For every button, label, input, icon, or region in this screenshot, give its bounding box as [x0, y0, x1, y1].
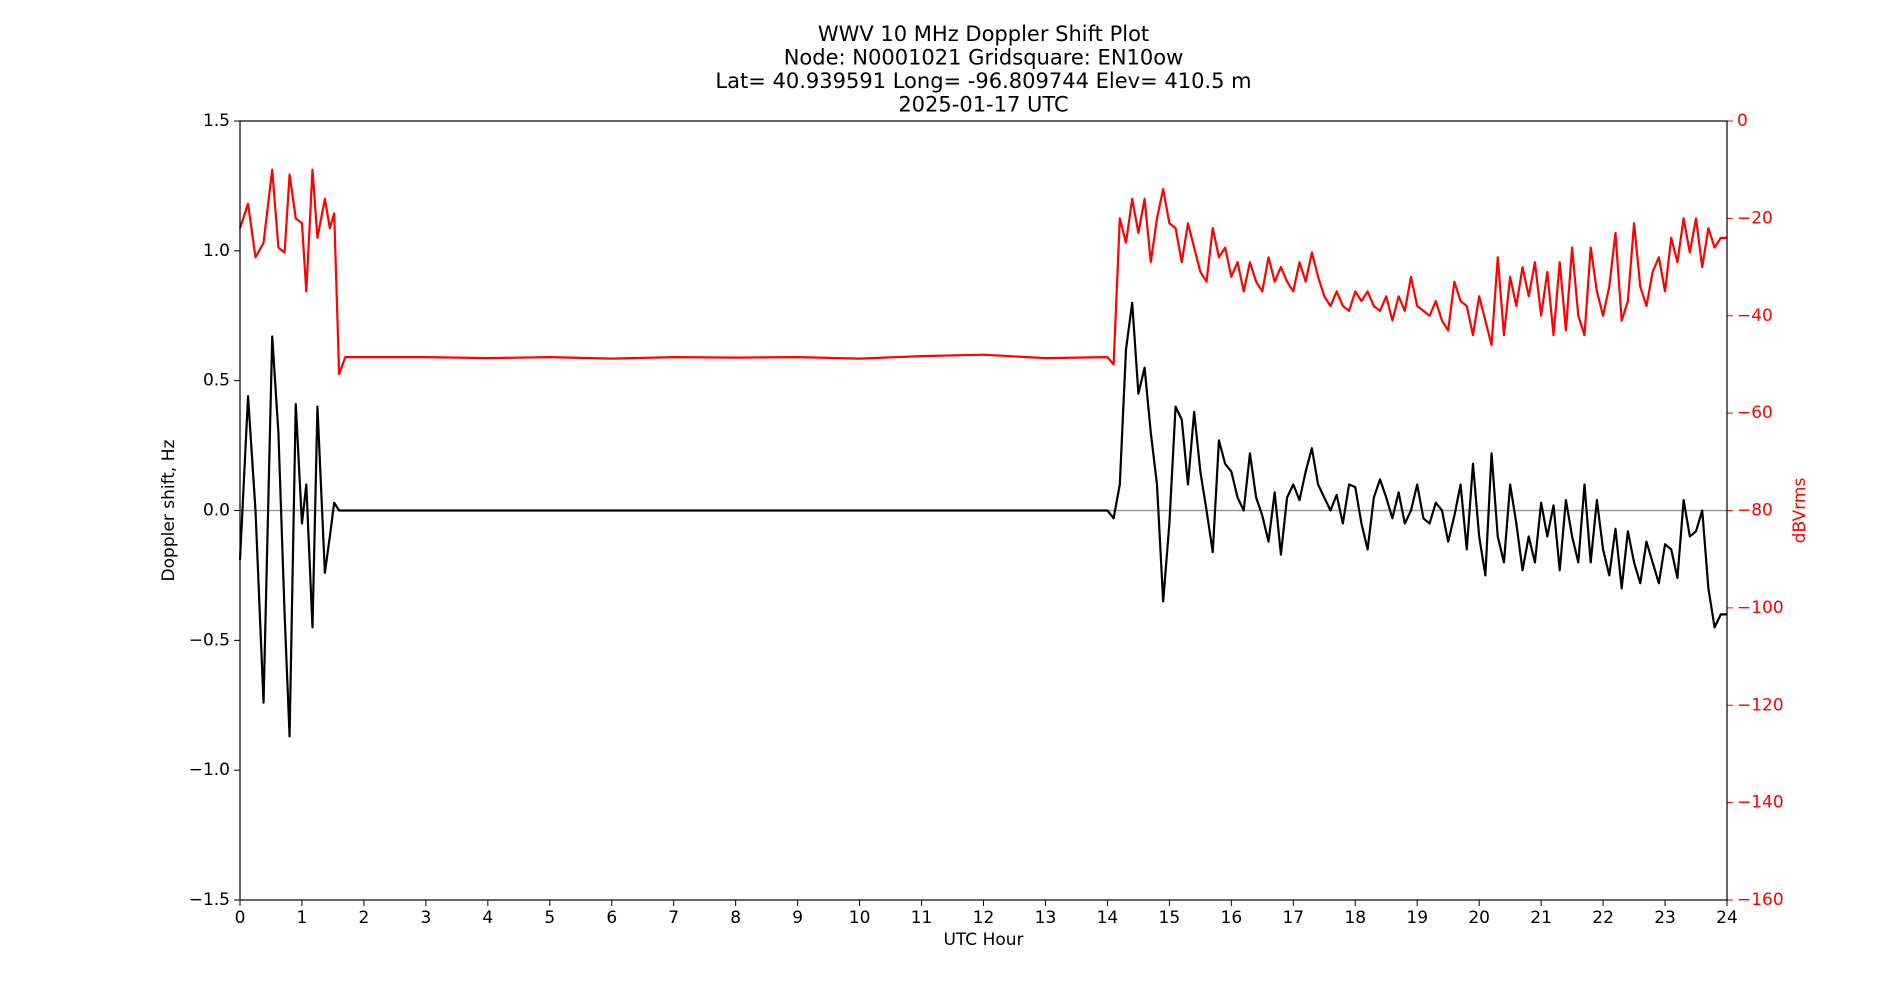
y2-tick-label: −160 [1737, 890, 1784, 910]
y2-tick-label: −60 [1737, 403, 1773, 423]
y-tick-label: −1.5 [189, 890, 230, 910]
x-tick-label: 22 [1592, 908, 1614, 928]
x-tick-label: 0 [235, 908, 246, 928]
x-tick-label: 13 [1035, 908, 1057, 928]
x-tick-label: 7 [668, 908, 679, 928]
x-tick-label: 2 [359, 908, 370, 928]
x-tick-label: 17 [1282, 908, 1304, 928]
chart-title: Lat= 40.939591 Long= -96.809744 Elev= 41… [715, 69, 1251, 93]
x-tick-label: 18 [1344, 908, 1366, 928]
series-line [238, 168, 1727, 376]
y-tick-label: 0.0 [203, 501, 230, 521]
y2-tick-label: −120 [1737, 695, 1784, 715]
y2-tick-label: −40 [1737, 306, 1773, 326]
x-tick-label: 9 [792, 908, 803, 928]
chart-title: WWV 10 MHz Doppler Shift Plot [818, 22, 1149, 46]
x-tick-label: 6 [606, 908, 617, 928]
y2-tick-label: 0 [1737, 111, 1748, 131]
x-tick-label: 20 [1468, 908, 1490, 928]
plot-frame [239, 120, 1728, 901]
y2-tick-label: −20 [1737, 208, 1773, 228]
x-tick-label: 14 [1097, 908, 1119, 928]
x-tick-label: 1 [297, 908, 308, 928]
x-tick-label: 12 [973, 908, 995, 928]
x-tick-label: 23 [1654, 908, 1676, 928]
x-axis-label: UTC Hour [943, 930, 1023, 950]
y2-tick-label: −100 [1737, 598, 1784, 618]
chart-title: 2025-01-17 UTC [898, 93, 1068, 117]
series-line [238, 301, 1727, 738]
y2-axis-label: dBVrms [1790, 478, 1810, 544]
y-tick-label: 1.5 [203, 111, 230, 131]
x-tick-label: 8 [730, 908, 741, 928]
x-tick-label: 15 [1159, 908, 1181, 928]
x-tick-label: 10 [849, 908, 871, 928]
y-tick-label: −1.0 [189, 760, 230, 780]
x-tick-label: 16 [1221, 908, 1243, 928]
x-tick-label: 19 [1406, 908, 1428, 928]
chart-title: Node: N0001021 Gridsquare: EN10ow [784, 46, 1184, 70]
y-tick-label: 0.5 [203, 371, 230, 391]
y-tick-label: 1.0 [203, 241, 230, 261]
y2-tick-label: −80 [1737, 501, 1773, 521]
x-tick-label: 5 [544, 908, 555, 928]
x-tick-label: 4 [482, 908, 493, 928]
x-tick-label: 3 [420, 908, 431, 928]
y2-tick-label: −140 [1737, 793, 1784, 813]
x-tick-label: 24 [1716, 908, 1738, 928]
y-axis-label: Doppler shift, Hz [159, 439, 179, 581]
x-tick-label: 21 [1530, 908, 1552, 928]
y-tick-label: −0.5 [189, 630, 230, 650]
x-tick-label: 11 [911, 908, 933, 928]
